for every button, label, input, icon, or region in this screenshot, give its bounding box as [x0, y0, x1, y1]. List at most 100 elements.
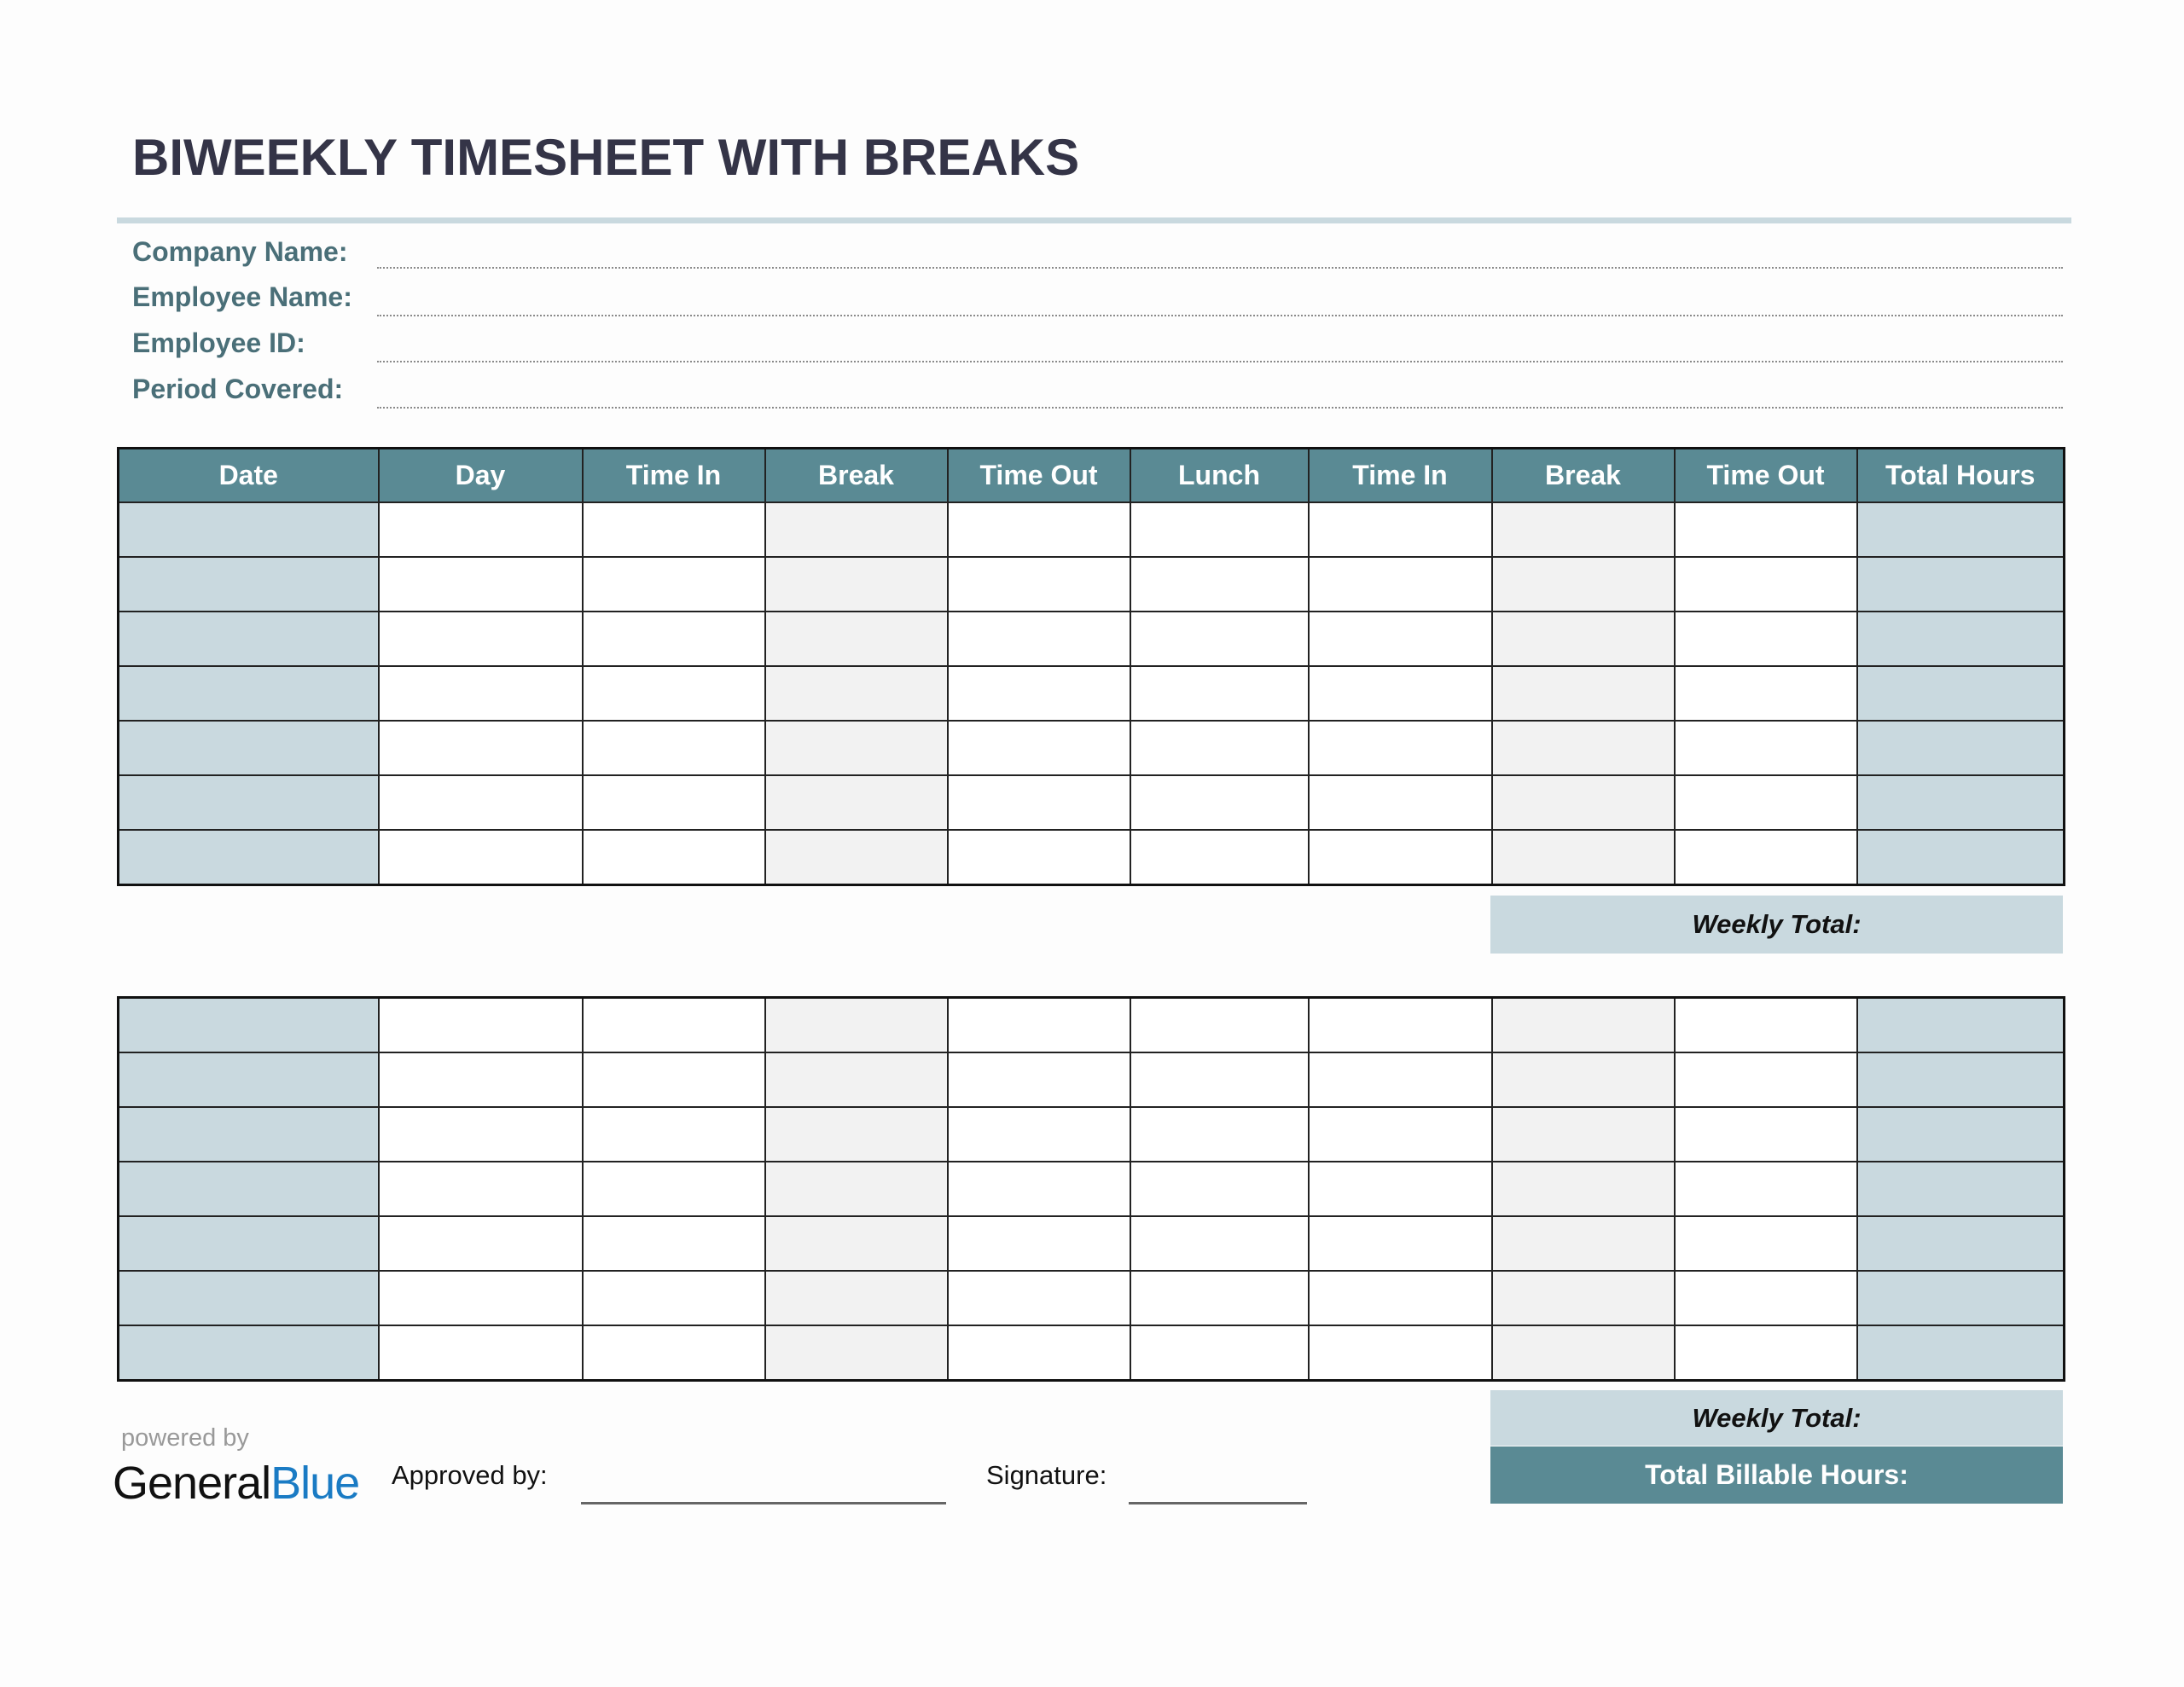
cell-time-in[interactable] — [1307, 720, 1493, 776]
cell-time-out[interactable] — [946, 996, 1131, 1053]
cell-time-in[interactable] — [581, 556, 766, 612]
cell-time-out[interactable] — [1673, 1325, 1858, 1382]
cell-time-in[interactable] — [581, 1161, 766, 1217]
field-input-line[interactable] — [377, 407, 2063, 409]
cell-time-out[interactable] — [1673, 829, 1858, 886]
cell-total-hours[interactable] — [1856, 665, 2065, 722]
cell-date[interactable] — [117, 1106, 380, 1162]
cell-time-out[interactable] — [946, 1052, 1131, 1108]
cell-day[interactable] — [377, 1052, 584, 1108]
cell-time-in[interactable] — [581, 1270, 766, 1326]
cell-time-in[interactable] — [1307, 1161, 1493, 1217]
cell-total-hours[interactable] — [1856, 1161, 2065, 1217]
cell-time-out[interactable] — [1673, 611, 1858, 667]
cell-time-in[interactable] — [581, 1215, 766, 1272]
cell-time-out[interactable] — [946, 1270, 1131, 1326]
cell-break[interactable] — [764, 774, 949, 831]
cell-break[interactable] — [764, 611, 949, 667]
cell-total-hours[interactable] — [1856, 720, 2065, 776]
cell-time-out[interactable] — [1673, 1270, 1858, 1326]
cell-total-hours[interactable] — [1856, 996, 2065, 1053]
cell-time-in[interactable] — [1307, 1215, 1493, 1272]
cell-lunch[interactable] — [1129, 1052, 1310, 1108]
cell-day[interactable] — [377, 1161, 584, 1217]
cell-time-in[interactable] — [1307, 996, 1493, 1053]
cell-date[interactable] — [117, 1161, 380, 1217]
cell-break[interactable] — [764, 1215, 949, 1272]
cell-break[interactable] — [1490, 996, 1676, 1053]
cell-time-in[interactable] — [581, 1052, 766, 1108]
cell-break[interactable] — [1490, 611, 1676, 667]
cell-time-out[interactable] — [1673, 1215, 1858, 1272]
cell-time-in[interactable] — [1307, 1052, 1493, 1108]
cell-total-hours[interactable] — [1856, 1106, 2065, 1162]
cell-time-out[interactable] — [1673, 665, 1858, 722]
cell-day[interactable] — [377, 1325, 584, 1382]
cell-date[interactable] — [117, 556, 380, 612]
cell-break[interactable] — [1490, 665, 1676, 722]
cell-lunch[interactable] — [1129, 1161, 1310, 1217]
cell-time-out[interactable] — [1673, 720, 1858, 776]
cell-time-in[interactable] — [1307, 665, 1493, 722]
cell-time-in[interactable] — [581, 720, 766, 776]
cell-time-in[interactable] — [581, 829, 766, 886]
cell-break[interactable] — [764, 829, 949, 886]
cell-lunch[interactable] — [1129, 556, 1310, 612]
cell-day[interactable] — [377, 829, 584, 886]
cell-break[interactable] — [764, 665, 949, 722]
cell-time-out[interactable] — [946, 556, 1131, 612]
cell-break[interactable] — [1490, 501, 1676, 558]
cell-date[interactable] — [117, 1215, 380, 1272]
cell-lunch[interactable] — [1129, 665, 1310, 722]
cell-break[interactable] — [764, 1161, 949, 1217]
cell-break[interactable] — [1490, 1325, 1676, 1382]
cell-date[interactable] — [117, 829, 380, 886]
field-input-line[interactable] — [377, 361, 2063, 362]
cell-lunch[interactable] — [1129, 1270, 1310, 1326]
cell-date[interactable] — [117, 720, 380, 776]
cell-break[interactable] — [1490, 720, 1676, 776]
cell-time-out[interactable] — [1673, 1052, 1858, 1108]
cell-day[interactable] — [377, 665, 584, 722]
cell-break[interactable] — [1490, 1161, 1676, 1217]
cell-total-hours[interactable] — [1856, 1215, 2065, 1272]
approved-by-line[interactable] — [581, 1502, 946, 1504]
cell-lunch[interactable] — [1129, 1325, 1310, 1382]
cell-time-out[interactable] — [1673, 556, 1858, 612]
cell-time-out[interactable] — [946, 774, 1131, 831]
cell-lunch[interactable] — [1129, 1215, 1310, 1272]
cell-break[interactable] — [764, 556, 949, 612]
cell-day[interactable] — [377, 1106, 584, 1162]
cell-time-out[interactable] — [1673, 774, 1858, 831]
cell-break[interactable] — [1490, 1106, 1676, 1162]
cell-day[interactable] — [377, 556, 584, 612]
cell-time-in[interactable] — [1307, 556, 1493, 612]
cell-total-hours[interactable] — [1856, 611, 2065, 667]
cell-time-out[interactable] — [946, 611, 1131, 667]
cell-time-in[interactable] — [581, 1325, 766, 1382]
cell-break[interactable] — [764, 501, 949, 558]
cell-break[interactable] — [1490, 1215, 1676, 1272]
cell-date[interactable] — [117, 501, 380, 558]
cell-total-hours[interactable] — [1856, 829, 2065, 886]
cell-time-in[interactable] — [581, 501, 766, 558]
cell-day[interactable] — [377, 611, 584, 667]
signature-line[interactable] — [1129, 1502, 1307, 1504]
cell-total-hours[interactable] — [1856, 556, 2065, 612]
cell-day[interactable] — [377, 774, 584, 831]
cell-time-out[interactable] — [1673, 1161, 1858, 1217]
cell-time-out[interactable] — [946, 1106, 1131, 1162]
cell-time-in[interactable] — [581, 774, 766, 831]
cell-date[interactable] — [117, 1052, 380, 1108]
cell-date[interactable] — [117, 996, 380, 1053]
cell-time-out[interactable] — [946, 1215, 1131, 1272]
cell-total-hours[interactable] — [1856, 501, 2065, 558]
cell-time-in[interactable] — [1307, 774, 1493, 831]
cell-time-out[interactable] — [946, 501, 1131, 558]
cell-time-in[interactable] — [1307, 1325, 1493, 1382]
cell-total-hours[interactable] — [1856, 1325, 2065, 1382]
cell-time-in[interactable] — [1307, 829, 1493, 886]
cell-lunch[interactable] — [1129, 720, 1310, 776]
cell-day[interactable] — [377, 1215, 584, 1272]
cell-date[interactable] — [117, 611, 380, 667]
